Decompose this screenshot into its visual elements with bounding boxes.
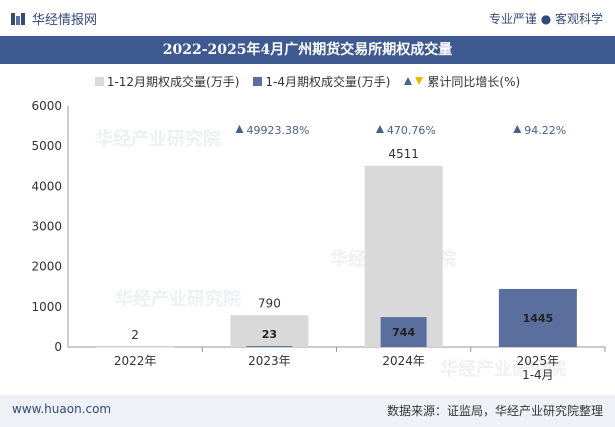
y-tick-label-6: 6000 xyxy=(31,99,62,113)
legend-item-series2: 1-4月期权成交量(万手) xyxy=(253,72,390,90)
y-tick-label-5: 5000 xyxy=(31,139,62,153)
tagline: 专业严谨 ● 客观科学 xyxy=(488,12,603,26)
footer-source: 数据来源：证监局，华经产业研究院整理 xyxy=(386,404,603,418)
growth-triangle-3 xyxy=(513,125,522,133)
logo[interactable]: 华经情报网 xyxy=(10,9,97,28)
legend: 1-12月期权成交量(万手) 1-4月期权成交量(万手) 累计同比增长(%) xyxy=(0,72,615,90)
legend-swatch-series2 xyxy=(253,76,263,86)
data-label-series2-2: 744 xyxy=(392,326,415,339)
footer-url[interactable]: www.huaon.com xyxy=(12,402,112,416)
growth-triangles-icon xyxy=(404,77,424,85)
logo-icon xyxy=(11,12,25,25)
growth-triangle-1 xyxy=(235,125,244,133)
logo-text: 华经情报网 xyxy=(32,13,98,28)
bar-series1-0 xyxy=(96,346,175,348)
data-label-series2-1: 23 xyxy=(262,328,277,341)
legend-label-series2: 1-4月期权成交量(万手) xyxy=(265,74,391,89)
legend-swatch-series1 xyxy=(94,76,104,86)
legend-item-series1: 1-12月期权成交量(万手) xyxy=(94,72,240,90)
y-tick-label-2: 2000 xyxy=(31,260,62,274)
title-bar xyxy=(0,36,615,64)
x-tick-label-2: 2024年 xyxy=(382,354,425,368)
bar-series2-1 xyxy=(246,346,293,347)
bar-series1-1 xyxy=(230,315,309,347)
growth-label-2: 470.76% xyxy=(387,124,436,137)
chart-title: 2022-2025年4月广州期货交易所期权成交量 xyxy=(162,42,453,58)
y-tick-label-3: 3000 xyxy=(31,220,62,234)
footer xyxy=(0,395,615,427)
chart-svg: 0 1000 2000 3000 4000 5000 6000 2022年 2 2023年 790 2… xyxy=(31,99,606,382)
data-label-series2-3: 1445 xyxy=(523,312,554,325)
x-tick-label-1: 2023年 xyxy=(248,354,291,368)
x-tick-label-0: 2022年 xyxy=(114,354,157,368)
legend-item-growth: 累计同比增长(%) xyxy=(404,72,520,90)
y-tick-label-1: 1000 xyxy=(31,300,62,314)
y-tick-label-0: 0 xyxy=(54,340,62,354)
y-tick-label-4: 4000 xyxy=(31,179,62,193)
growth-label-3: 94.22% xyxy=(524,124,566,137)
data-label-series1-2: 4511 xyxy=(388,147,419,161)
bar-series1-2 xyxy=(364,165,443,347)
legend-label-series1: 1-12月期权成交量(万手) xyxy=(106,74,240,89)
growth-label-1: 49923.38% xyxy=(246,124,309,137)
growth-triangle-2 xyxy=(375,125,384,133)
x-tick-label-3-line1: 1-4月 xyxy=(522,368,554,382)
data-label-series1-1: 790 xyxy=(258,296,281,310)
top-bar: 华经情报网 专业严谨 ● 客观科学 xyxy=(0,0,615,36)
x-tick-label-3: 2025年 xyxy=(517,354,560,368)
bar-series2-2 xyxy=(380,317,427,347)
legend-label-growth: 累计同比增长(%) xyxy=(427,74,521,89)
bar-series2-3 xyxy=(498,288,577,347)
data-label-series1-0: 2 xyxy=(131,328,139,342)
